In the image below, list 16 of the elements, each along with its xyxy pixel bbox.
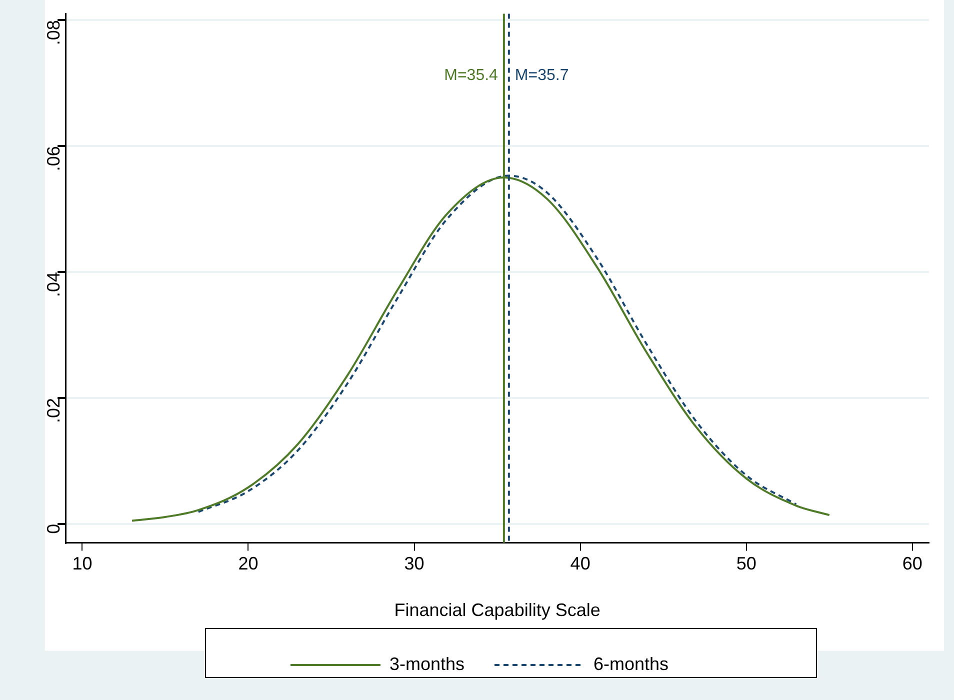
ref-line-label: M=35.7 xyxy=(514,67,569,84)
x-tick-label: 10 xyxy=(72,554,92,574)
legend-label: 6-months xyxy=(594,654,669,674)
x-tick-label: 50 xyxy=(736,554,756,574)
ref-line-label: M=35.4 xyxy=(444,67,498,84)
x-tick-label: 30 xyxy=(404,554,424,574)
y-tick-label: .08 xyxy=(44,20,64,46)
x-tick-label: 40 xyxy=(570,554,590,574)
y-tick-label: .04 xyxy=(44,272,64,298)
x-tick-label: 60 xyxy=(902,554,922,574)
x-axis-title: Financial Capability Scale xyxy=(394,600,600,620)
y-tick-label: .06 xyxy=(44,146,64,172)
legend-label: 3-months xyxy=(389,654,465,674)
y-tick-label: 0 xyxy=(44,524,64,534)
y-tick-label: .02 xyxy=(44,398,64,423)
x-tick-label: 20 xyxy=(238,554,258,574)
